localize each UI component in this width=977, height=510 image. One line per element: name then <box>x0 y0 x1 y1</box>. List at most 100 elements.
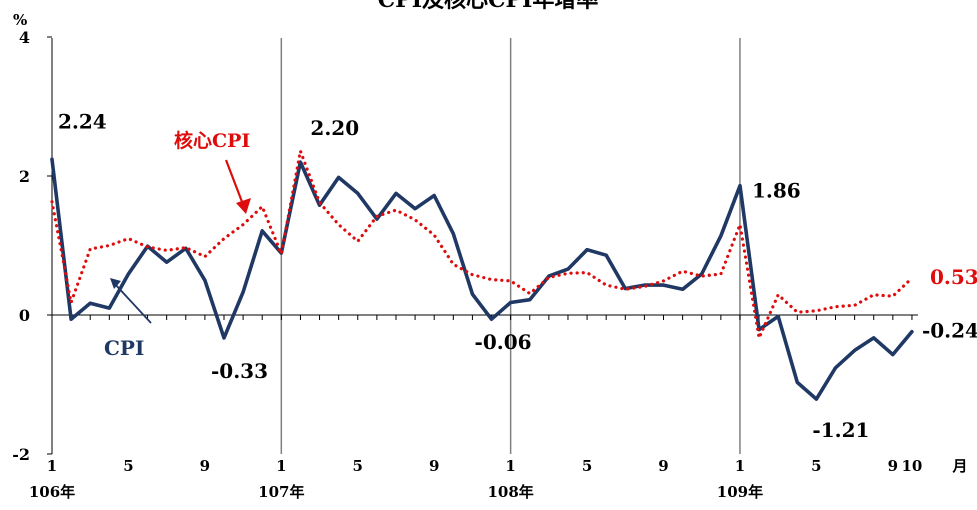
x-month-tick-label: 5 <box>811 457 821 475</box>
series-1-point <box>395 209 397 211</box>
series-1-point <box>242 223 244 225</box>
series-0-point <box>605 254 607 256</box>
callout-arrow-head <box>236 198 251 214</box>
series-0-point <box>51 158 53 160</box>
series-0-point <box>662 284 664 286</box>
x-month-tick-label: 9 <box>429 457 439 475</box>
chart-title: CPI及核心CPI年增率 <box>378 0 599 13</box>
series-1-point <box>70 301 72 303</box>
series-1-point <box>185 246 187 248</box>
series-0-point <box>414 207 416 209</box>
series-0-point <box>529 299 531 301</box>
series-1-point <box>643 285 645 287</box>
series-0-point <box>796 381 798 383</box>
series-1-point <box>318 201 320 203</box>
x-year-label: 107年 <box>258 483 304 501</box>
series-1-point <box>624 288 626 290</box>
series-1-point <box>758 337 760 339</box>
series-0-point <box>681 288 683 290</box>
series-1-point <box>146 246 148 248</box>
data-label: 0.53 <box>930 265 977 289</box>
series-0-point <box>586 248 588 250</box>
series-0-point <box>471 293 473 295</box>
x-month-tick-label: 9 <box>658 457 668 475</box>
series-0-point <box>911 330 913 332</box>
series-line-1 <box>50 149 914 340</box>
series-1-point <box>108 244 110 246</box>
data-label: -0.24 <box>922 319 977 343</box>
x-month-tick-label: 1 <box>276 457 286 475</box>
x-month-tick-label: 9 <box>888 457 898 475</box>
series-1-point <box>433 234 435 236</box>
x-month-tick-label: 1 <box>735 457 745 475</box>
y-tick-label: 0 <box>19 306 30 325</box>
series-1-point <box>509 280 511 282</box>
series-1-point <box>89 248 91 250</box>
y-tick-label: -2 <box>12 445 30 464</box>
series-1-point <box>892 295 894 297</box>
series-1-point <box>414 219 416 221</box>
series-0-point <box>89 302 91 304</box>
data-label: -0.06 <box>475 330 532 354</box>
series-callout-label: CPI <box>104 336 144 360</box>
series-1-point <box>261 205 263 207</box>
series-1-point <box>796 311 798 313</box>
series-1-point <box>471 273 473 275</box>
series-1-point <box>452 263 454 265</box>
series-1-point <box>681 270 683 272</box>
data-label: -0.33 <box>211 359 268 383</box>
data-label: 1.86 <box>752 179 801 203</box>
series-0-point <box>720 235 722 237</box>
series-0-point <box>127 273 129 275</box>
series-0-point <box>242 291 244 293</box>
series-0-point <box>70 318 72 320</box>
data-label: -1.21 <box>812 418 869 442</box>
y-tick-label: 2 <box>19 167 30 186</box>
x-month-tick-label: 9 <box>200 457 210 475</box>
series-1-point <box>586 271 588 273</box>
x-month-tick-label: 10 <box>902 457 923 475</box>
series-1-point <box>739 223 741 225</box>
series-0-point <box>892 353 894 355</box>
series-0-point <box>165 261 167 263</box>
series-0-point <box>337 176 339 178</box>
series-1-point <box>337 223 339 225</box>
series-1-point <box>51 201 53 203</box>
series-0-point <box>108 307 110 309</box>
series-1-point <box>357 240 359 242</box>
series-0-point <box>873 337 875 339</box>
x-month-tick-label: 5 <box>123 457 133 475</box>
series-1-point <box>777 294 779 296</box>
series-1-point <box>720 273 722 275</box>
series-1-point <box>204 255 206 257</box>
series-0-point <box>376 218 378 220</box>
callout-arrow-head <box>110 278 121 289</box>
series-0-point <box>834 367 836 369</box>
series-1-point <box>223 237 225 239</box>
data-label: 2.20 <box>310 116 359 140</box>
x-month-tick-label: 1 <box>505 457 515 475</box>
series-0-point <box>357 192 359 194</box>
series-1-point <box>548 276 550 278</box>
x-month-tick-label: 5 <box>582 457 592 475</box>
series-callout-label: 核心CPI <box>174 129 250 152</box>
series-1-point <box>834 305 836 307</box>
series-0-point <box>490 318 492 320</box>
series-1-point <box>873 294 875 296</box>
series-1-point <box>662 280 664 282</box>
series-1-point <box>815 310 817 312</box>
y-axis-unit: % <box>13 11 27 29</box>
series-0-point <box>815 398 817 400</box>
series-0-point <box>433 194 435 196</box>
x-month-tick-label: 1 <box>47 457 57 475</box>
series-0-point <box>739 185 741 187</box>
x-year-label: 108年 <box>487 483 533 501</box>
series-1-point <box>529 292 531 294</box>
y-tick-label: 4 <box>19 28 30 47</box>
series-1-point <box>299 150 301 152</box>
x-axis-unit: 月 <box>951 457 967 475</box>
series-1-point <box>280 253 282 255</box>
series-0-point <box>452 232 454 234</box>
data-label: 2.24 <box>58 109 107 133</box>
